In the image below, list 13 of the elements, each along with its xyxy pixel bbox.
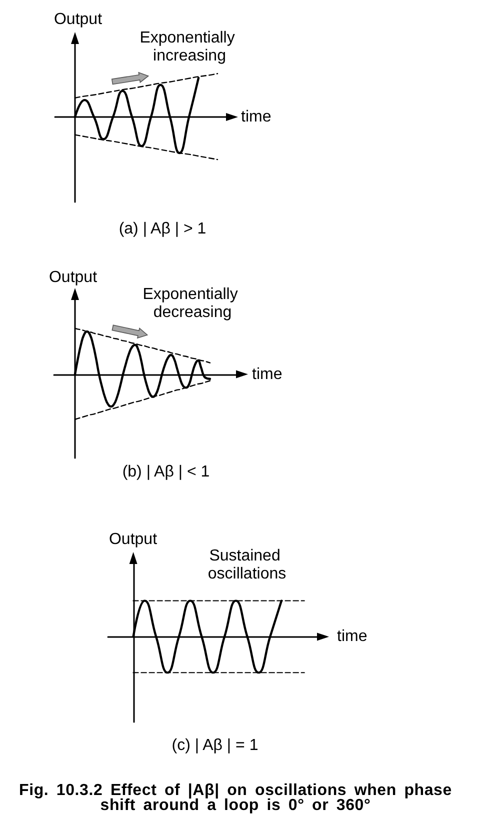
text: Exponentially increasing <box>140 30 240 64</box>
text: Sustained oscillations <box>208 548 286 583</box>
x-axis-title: time <box>252 366 282 383</box>
text: (b) | Aβ | < 1 <box>122 464 210 480</box>
x-axis-title: time <box>241 108 272 126</box>
text: (c) | Aβ | = 1 <box>172 737 258 754</box>
text: (a) | Aβ | > 1 <box>118 220 206 238</box>
caption: Fig. 10.3.2 Effect of |Aβ| on oscillations when phase shift around a loop is 0° or 360° <box>18 782 453 814</box>
y-axis-title: Output <box>48 269 98 286</box>
y-axis-title: Output <box>108 531 158 548</box>
x-axis-title: time <box>337 628 368 646</box>
text: Exponentially decreasing <box>142 286 242 321</box>
y-axis-title: Output <box>54 11 103 28</box>
